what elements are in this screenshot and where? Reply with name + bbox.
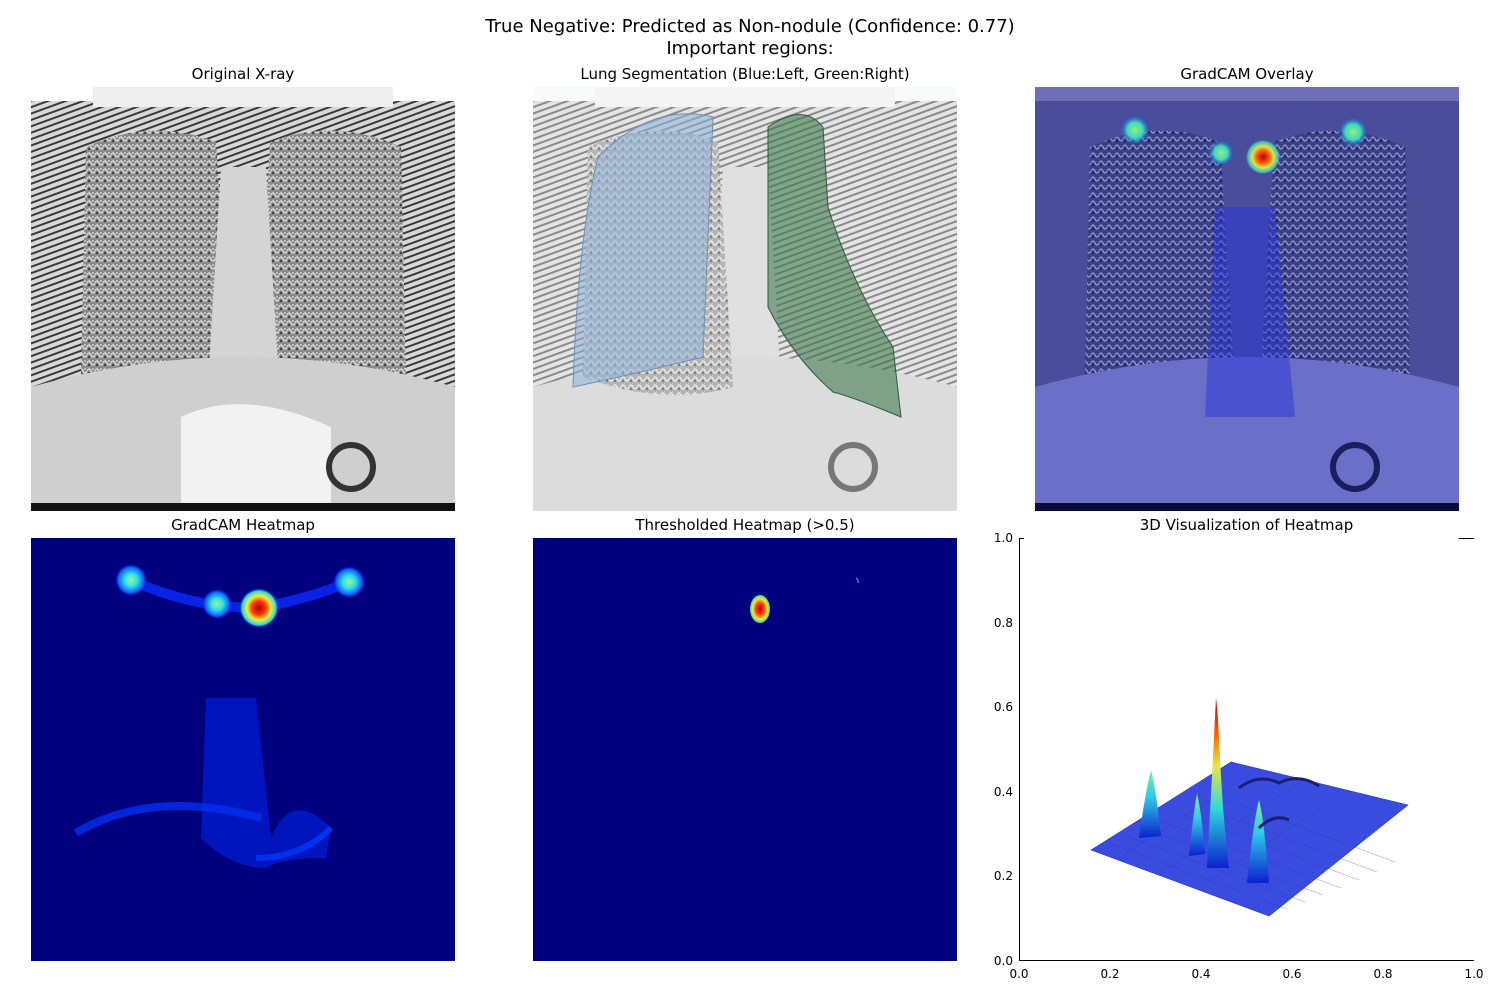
y-tick-label: 0.2: [993, 869, 1013, 884]
x-tick-label: 1.0: [1464, 967, 1484, 981]
gradcam-overlay-title: GradCAM Overlay: [1180, 65, 1314, 83]
surface-peak-small-1: [1139, 770, 1161, 838]
x-tick-label: 0.6: [1282, 967, 1302, 981]
lung-segmentation-title: Lung Segmentation (Blue:Left, Green:Righ…: [580, 65, 910, 83]
original-xray-title: Original X-ray: [191, 65, 295, 83]
surface-peak-small-3: [1247, 800, 1269, 883]
x-tick-label: 0.2: [1100, 967, 1120, 981]
right-lung-mask: [767, 114, 902, 418]
gradcam-heatmap-image: [31, 538, 455, 961]
gradcam-heatmap-title: GradCAM Heatmap: [171, 516, 315, 534]
figure-title-line2: Important regions:: [666, 38, 834, 59]
x-tick-label: 0.8: [1373, 967, 1393, 981]
left-lung-mask: [572, 113, 714, 388]
surface-plane: [1090, 761, 1409, 917]
x-tick-label: 0.0: [1009, 967, 1029, 981]
x-tick-label: 0.4: [1191, 967, 1211, 981]
thresholded-hotspot: [750, 595, 770, 623]
figure-title-line1: True Negative: Predicted as Non-nodule (…: [485, 16, 1015, 37]
y-tick-label: 0.6: [993, 700, 1013, 715]
y-tick-label: 1.0: [993, 531, 1013, 545]
heatmap-3d-chart: 0.0 0.2 0.4 0.6 0.8 1.0 0.0 0.2 0.4 0.6 0.8 1.0: [994, 531, 1484, 981]
y-tick-label: 0.0: [993, 954, 1013, 968]
thresholded-heatmap-title: Thresholded Heatmap (>0.5): [635, 516, 855, 534]
y-tick-label: 0.4: [993, 784, 1013, 799]
original-xray-image: [31, 87, 455, 511]
figure-title: True Negative: Predicted as Non-nodule (…: [0, 16, 1500, 60]
surface-peak-small-2: [1189, 794, 1205, 856]
gradcam-overlay-image: [1035, 87, 1459, 511]
heatmap-3d-title: 3D Visualization of Heatmap: [1139, 516, 1354, 534]
thresholded-heatmap-image: [533, 538, 957, 961]
surface-peak-main: [1207, 698, 1229, 868]
y-tick-label: 0.8: [993, 615, 1013, 630]
lung-segmentation-image: [533, 87, 957, 511]
